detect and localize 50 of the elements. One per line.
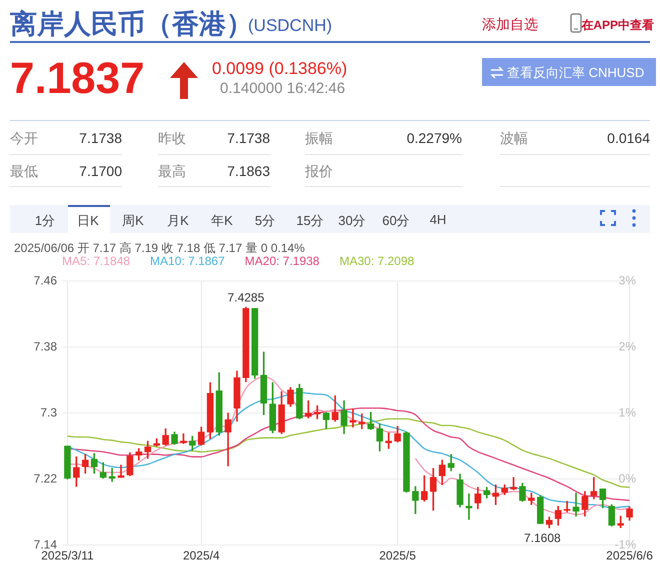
text: 30分 xyxy=(338,212,366,230)
text: 周K xyxy=(122,212,144,230)
text: 7.1738 xyxy=(227,130,270,146)
y2-tick-label: -1% xyxy=(614,537,636,552)
y2-tick-label: 3% xyxy=(618,274,636,288)
text: 7.1837 xyxy=(10,54,145,104)
text: MA30: 7.2098 xyxy=(339,254,414,268)
y-tick-label: 7.38 xyxy=(34,339,58,354)
text: 波幅 xyxy=(500,130,528,148)
y-tick-label: 7.22 xyxy=(34,471,58,486)
text: 月K xyxy=(167,212,189,230)
text: 昨收 xyxy=(158,130,186,148)
text: 1分 xyxy=(34,212,56,230)
text: 报价 xyxy=(305,163,333,181)
x-tick-label: 2025/4 xyxy=(182,548,220,563)
x-tick-label: 2025/5 xyxy=(379,548,416,563)
text: 0.140000 16:42:46 xyxy=(220,80,346,97)
text: 年K xyxy=(211,212,233,230)
text: MA10: 7.1867 xyxy=(150,254,225,268)
text: 日K xyxy=(77,212,99,230)
text: 添加自选 xyxy=(482,16,538,34)
y-tick-label: 7.46 xyxy=(34,274,58,288)
text: 5分 xyxy=(254,212,276,230)
text: MA20: 7.1938 xyxy=(244,254,320,268)
annotation: 7.4285 xyxy=(228,290,265,304)
x-tick-label: 2025/3/11 xyxy=(41,548,94,563)
text: 在APP中查看 xyxy=(581,17,654,34)
text: 7.1700 xyxy=(79,163,122,179)
x-tick-label: 2025/6/6 xyxy=(606,548,654,563)
y2-tick-label: 2% xyxy=(618,339,636,354)
y-tick-label: 7.14 xyxy=(34,537,58,552)
text: 查看反向汇率 CNHUSD xyxy=(507,64,644,82)
text: 振幅 xyxy=(305,130,333,148)
text: 0.2279% xyxy=(406,130,462,146)
text: MA5: 7.1848 xyxy=(62,254,130,268)
text: 今开 xyxy=(10,130,38,148)
text: 最低 xyxy=(10,163,38,181)
y-tick-label: 7.3 xyxy=(40,405,58,420)
text: 7.1863 xyxy=(227,163,270,179)
text: 7.1738 xyxy=(79,130,122,146)
annotation: 7.1608 xyxy=(524,531,561,545)
text: 0.0164 xyxy=(607,130,650,146)
text: 最高 xyxy=(158,163,186,181)
y2-tick-label: 1% xyxy=(618,405,636,420)
text: 2025/06/06 开 7.17 高 7.19 收 7.18 低 7.17 量 0 0.14% xyxy=(14,240,305,256)
y2-tick-label: 0% xyxy=(618,471,636,486)
text: 15分 xyxy=(296,212,324,230)
text: 4H xyxy=(430,212,446,227)
text: 0.0099 (0.1386%) xyxy=(212,59,348,79)
text: 60分 xyxy=(382,212,410,230)
